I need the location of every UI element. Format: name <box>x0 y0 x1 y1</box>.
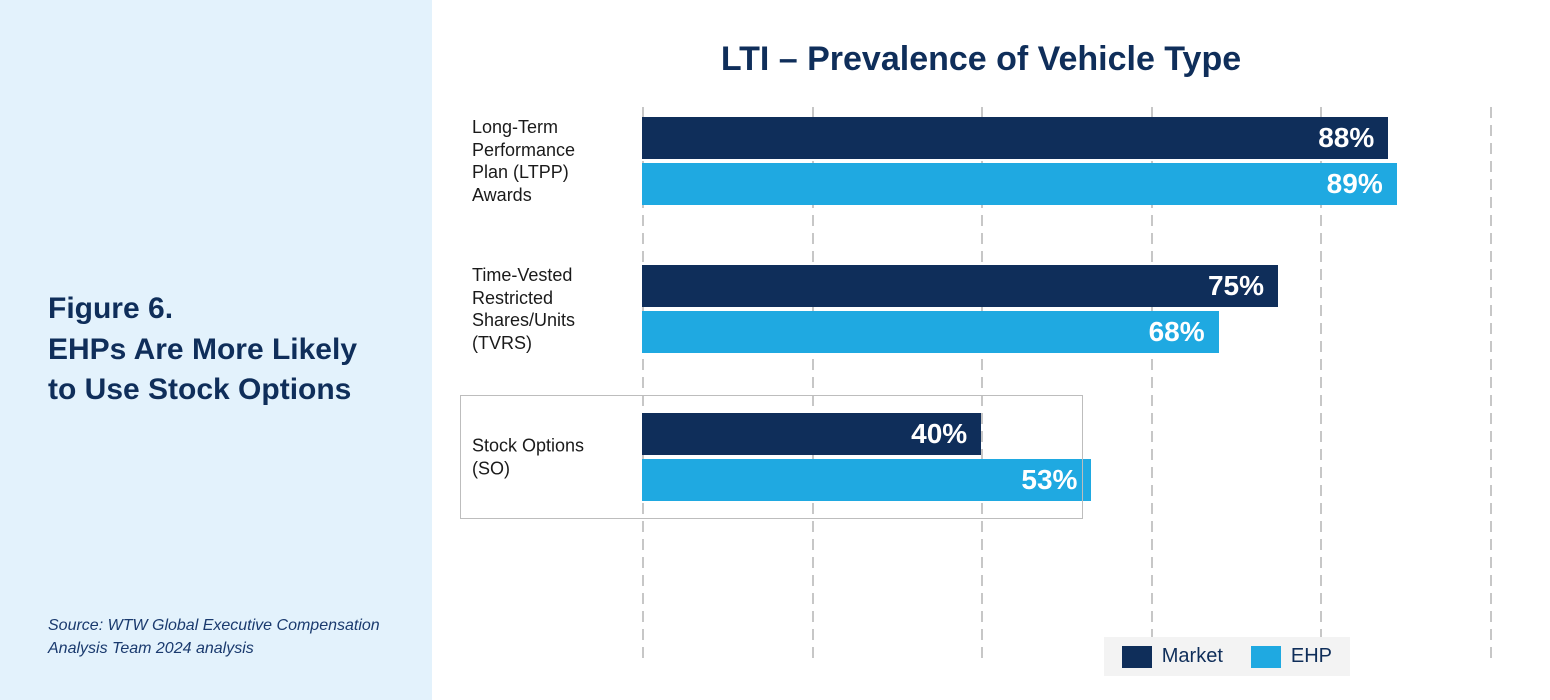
legend: Market EHP <box>1104 637 1350 676</box>
bar-ehp: 89% <box>642 163 1397 205</box>
chart-panel: LTI – Prevalence of Vehicle Type Long-Te… <box>432 0 1550 700</box>
figure-headline-2: to Use Stock Options <box>48 370 384 411</box>
bar-market: 88% <box>642 117 1388 159</box>
category-label: Time-VestedRestrictedShares/Units(TVRS) <box>472 264 632 354</box>
chart-area: Long-TermPerformancePlan (LTPP)Awards Tim… <box>472 107 1490 660</box>
figure-number: Figure 6. <box>48 289 384 330</box>
gridline <box>1490 107 1492 660</box>
category-label: Stock Options(SO) <box>472 435 632 480</box>
category-label: Long-TermPerformancePlan (LTPP)Awards <box>472 116 632 206</box>
legend-item-ehp: EHP <box>1251 645 1332 668</box>
bar-market: 40% <box>642 413 981 455</box>
legend-swatch <box>1251 646 1281 668</box>
bar-ehp: 68% <box>642 311 1219 353</box>
category-labels-column: Long-TermPerformancePlan (LTPP)Awards Tim… <box>472 107 642 660</box>
legend-item-market: Market <box>1122 645 1223 668</box>
figure-headline-1: EHPs Are More Likely <box>48 330 384 371</box>
legend-label: Market <box>1162 645 1223 668</box>
bar-market: 75% <box>642 265 1278 307</box>
chart-title: LTI – Prevalence of Vehicle Type <box>472 40 1490 79</box>
figure-caption: Figure 6. EHPs Are More Likely to Use St… <box>48 289 384 411</box>
bar-ehp: 53% <box>642 459 1091 501</box>
bars-column: 88%89% 75%68% 40%53% <box>642 107 1490 660</box>
legend-label: EHP <box>1291 645 1332 668</box>
source-text: Source: WTW Global Executive Compensatio… <box>48 614 384 660</box>
left-panel: Figure 6. EHPs Are More Likely to Use St… <box>0 0 432 700</box>
legend-swatch <box>1122 646 1152 668</box>
